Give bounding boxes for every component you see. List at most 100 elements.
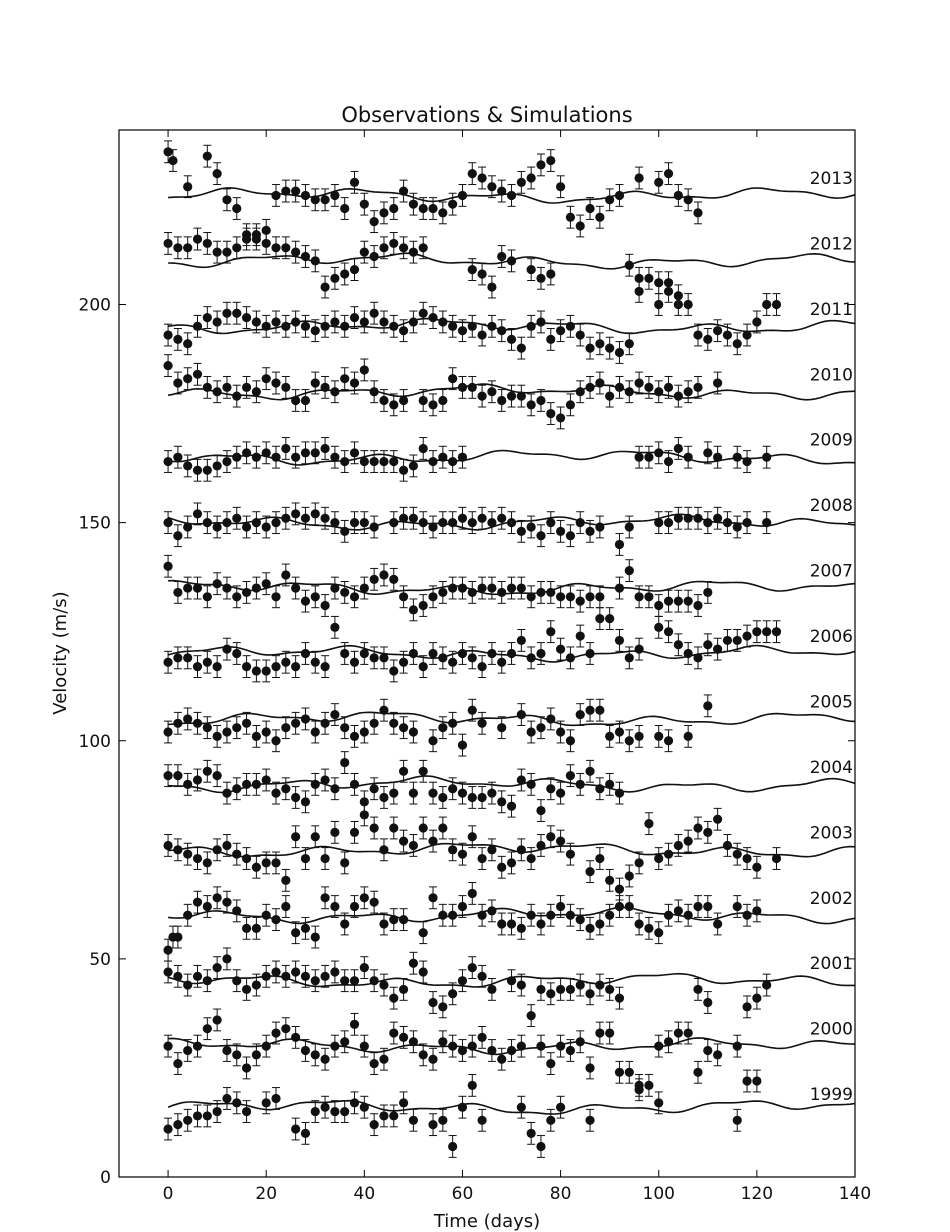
observation-point	[536, 395, 546, 406]
observation-point	[418, 395, 428, 406]
observation-point	[428, 312, 438, 323]
observation-point	[467, 518, 477, 528]
observation-point	[497, 797, 507, 807]
observation-point	[713, 513, 723, 523]
observation-point	[506, 648, 517, 659]
observation-point	[565, 984, 576, 995]
observation-point	[369, 784, 379, 794]
observation-point	[467, 1041, 477, 1051]
observation-point	[212, 1106, 222, 1117]
observation-point	[556, 326, 566, 336]
observation-point	[389, 993, 399, 1003]
observation-point	[202, 592, 212, 602]
observation-point	[222, 954, 232, 964]
observation-point	[497, 1054, 507, 1064]
observation-point	[693, 513, 703, 523]
observation-point	[536, 984, 546, 995]
observation-point	[595, 339, 605, 349]
observation-point	[467, 832, 477, 842]
observation-point	[408, 461, 418, 471]
observation-point	[438, 452, 448, 462]
observation-point	[448, 784, 458, 794]
observation-point	[448, 456, 458, 467]
observation-point	[526, 592, 536, 602]
observation-point	[163, 147, 173, 157]
observation-point	[300, 395, 311, 406]
observation-point	[320, 600, 330, 611]
observation-point	[722, 330, 733, 340]
observation-point	[644, 1080, 654, 1090]
observation-point	[673, 906, 683, 916]
observation-point	[359, 893, 369, 903]
observation-point	[241, 779, 252, 789]
observation-point	[742, 1002, 752, 1012]
observation-point	[389, 718, 399, 728]
observation-point	[330, 387, 340, 397]
observation-point	[398, 836, 409, 846]
observation-point	[261, 775, 271, 785]
observation-point	[232, 308, 242, 318]
observation-point	[762, 452, 772, 462]
observation-point	[222, 518, 232, 528]
observation-point	[192, 897, 203, 907]
series-2006: 2006	[163, 607, 856, 683]
observation-point	[163, 518, 173, 528]
observation-point	[428, 1120, 438, 1130]
observation-point	[487, 788, 497, 798]
observation-point	[428, 893, 438, 903]
observation-point	[300, 923, 311, 933]
observation-point	[428, 400, 438, 410]
observation-point	[644, 273, 654, 283]
observation-point	[487, 906, 497, 916]
observation-point	[546, 1058, 556, 1069]
observation-point	[369, 456, 379, 467]
observation-point	[241, 382, 252, 392]
observation-point	[477, 269, 487, 279]
observation-point	[222, 247, 232, 257]
observation-point	[398, 766, 409, 776]
observation-point	[349, 312, 360, 323]
observation-point	[271, 243, 281, 253]
observation-point	[173, 653, 183, 663]
series-2000: 2000	[163, 1004, 856, 1097]
observation-point	[762, 518, 772, 528]
observation-point	[467, 963, 477, 973]
observation-point	[389, 1111, 399, 1121]
observation-point	[349, 779, 360, 789]
observation-point	[565, 653, 576, 663]
observation-point	[487, 648, 497, 659]
observation-point	[585, 1115, 595, 1125]
observation-point	[663, 382, 674, 392]
observation-point	[281, 723, 291, 733]
plot-area: 1999 2000 2001 2002 2003 2004 2005 2006 2007 2008…	[163, 140, 856, 1158]
observation-point	[516, 1102, 526, 1112]
observation-point	[379, 792, 389, 803]
observation-point	[330, 784, 340, 794]
observation-point	[497, 326, 507, 336]
observation-point	[261, 858, 271, 868]
observation-point	[310, 657, 320, 667]
observation-point	[448, 1141, 458, 1152]
observation-point	[271, 858, 281, 868]
observation-point	[183, 910, 193, 920]
observation-point	[693, 984, 703, 995]
observation-point	[369, 1120, 379, 1130]
observation-point	[595, 522, 605, 532]
observation-point	[487, 282, 497, 292]
observation-point	[575, 518, 585, 528]
observation-point	[575, 387, 585, 397]
observation-point	[683, 195, 693, 205]
observation-point	[654, 928, 664, 938]
observation-point	[565, 531, 576, 541]
observation-point	[546, 627, 556, 637]
observation-point	[359, 365, 369, 375]
observation-point	[448, 583, 458, 593]
observation-point	[379, 456, 389, 467]
observation-point	[241, 1063, 252, 1073]
observation-point	[624, 736, 634, 746]
observation-point	[418, 203, 428, 214]
observation-point	[448, 989, 458, 999]
observation-point	[673, 443, 683, 454]
observation-point	[487, 182, 497, 192]
observation-point	[585, 766, 595, 776]
